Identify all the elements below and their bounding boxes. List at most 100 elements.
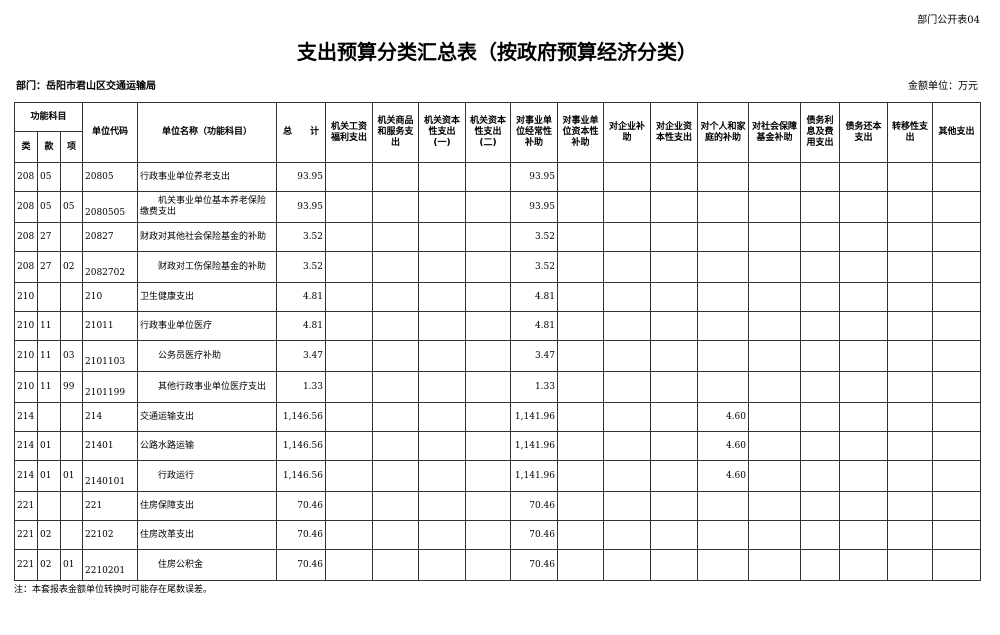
cell-value <box>697 340 749 372</box>
cell-value <box>372 282 419 312</box>
cell-value <box>932 460 981 492</box>
cell-code: 214 <box>82 402 138 432</box>
cell-xiang <box>60 222 83 252</box>
cell-value <box>800 549 840 581</box>
cell-value: 4.81 <box>510 311 558 341</box>
cell-xiang: 03 <box>60 340 83 372</box>
cell-value <box>839 549 888 581</box>
cell-value <box>557 520 604 550</box>
cell-name: 其他行政事业单位医疗支出 <box>137 371 277 403</box>
cell-value <box>932 371 981 403</box>
header-col: 对个人和家庭的补助 <box>697 102 749 163</box>
table-row: 210 210 卫生健康支出 4.81 4.81 <box>14 282 981 312</box>
cell-lei: 210 <box>14 340 38 372</box>
cell-value <box>839 491 888 521</box>
cell-value <box>325 371 373 403</box>
cell-value <box>325 251 373 283</box>
header-xiang: 项 <box>60 131 83 163</box>
header-col: 其他支出 <box>932 102 981 163</box>
cell-value <box>932 311 981 341</box>
cell-value <box>697 251 749 283</box>
header-col: 转移性支出 <box>887 102 933 163</box>
cell-value <box>603 282 651 312</box>
header-name: 单位名称（功能科目） <box>137 102 277 163</box>
cell-total: 93.95 <box>276 162 326 192</box>
cell-value: 3.47 <box>510 340 558 372</box>
table-row: 208 05 05 2080505 机关事业单位基本养老保险缴费支出 93.95 93.9… <box>14 191 981 223</box>
cell-total: 1,146.56 <box>276 431 326 461</box>
table-row: 221 02 22102 住房改革支出 70.46 70.46 <box>14 520 981 550</box>
cell-name: 公路水路运输 <box>137 431 277 461</box>
cell-value <box>932 549 981 581</box>
cell-value <box>697 162 749 192</box>
cell-value <box>325 311 373 341</box>
cell-value <box>465 340 511 372</box>
cell-value <box>887 222 933 252</box>
budget-table: 功能科目 单位代码 单位名称（功能科目） 总 计 机关工资福利支出 机关商品和服务… <box>14 102 981 581</box>
cell-xiang <box>60 311 83 341</box>
cell-value <box>557 402 604 432</box>
cell-value <box>557 549 604 581</box>
cell-value <box>418 340 466 372</box>
cell-value <box>418 371 466 403</box>
cell-value <box>748 191 801 223</box>
cell-value <box>418 311 466 341</box>
cell-value <box>372 491 419 521</box>
cell-kuan <box>37 491 61 521</box>
cell-value: 1,141.96 <box>510 431 558 461</box>
cell-value <box>887 402 933 432</box>
cell-lei: 221 <box>14 520 38 550</box>
cell-value: 1.33 <box>510 371 558 403</box>
table-row: 208 27 02 2082702 财政对工伤保险基金的补助 3.52 3.52 <box>14 251 981 283</box>
cell-value <box>932 431 981 461</box>
cell-value <box>372 549 419 581</box>
cell-xiang: 01 <box>60 460 83 492</box>
cell-value <box>839 222 888 252</box>
cell-code: 2101199 <box>82 371 138 403</box>
header-col: 机关商品和服务支出 <box>372 102 419 163</box>
cell-value <box>697 191 749 223</box>
cell-value <box>839 402 888 432</box>
cell-value <box>697 371 749 403</box>
header-col: 对企业补助 <box>603 102 651 163</box>
cell-total: 1.33 <box>276 371 326 403</box>
cell-name: 财政对其他社会保险基金的补助 <box>137 222 277 252</box>
cell-value <box>557 191 604 223</box>
cell-value <box>603 402 651 432</box>
cell-value <box>372 222 419 252</box>
table-row: 214 214 交通运输支出 1,146.56 1,141.96 4.60 <box>14 402 981 432</box>
cell-value <box>748 340 801 372</box>
cell-value <box>465 222 511 252</box>
cell-lei: 210 <box>14 371 38 403</box>
cell-value <box>603 191 651 223</box>
cell-value <box>325 191 373 223</box>
cell-xiang <box>60 282 83 312</box>
cell-lei: 208 <box>14 191 38 223</box>
cell-value <box>800 340 840 372</box>
cell-value <box>557 251 604 283</box>
cell-value <box>887 340 933 372</box>
cell-lei: 221 <box>14 491 38 521</box>
cell-value: 1,141.96 <box>510 402 558 432</box>
cell-value <box>932 491 981 521</box>
cell-kuan: 05 <box>37 191 61 223</box>
cell-xiang: 99 <box>60 371 83 403</box>
cell-value <box>465 251 511 283</box>
cell-value <box>372 431 419 461</box>
cell-value <box>839 311 888 341</box>
department-label: 部门：岳阳市君山区交通运输局 <box>16 81 156 92</box>
cell-value <box>800 282 840 312</box>
cell-kuan <box>37 282 61 312</box>
table-row: 208 27 20827 财政对其他社会保险基金的补助 3.52 3.52 <box>14 222 981 252</box>
cell-value: 93.95 <box>510 162 558 192</box>
page-title: 支出预算分类汇总表（按政府预算经济分类） <box>297 40 697 64</box>
header-col: 对企业资本性支出 <box>650 102 698 163</box>
cell-value <box>372 191 419 223</box>
cell-value <box>748 371 801 403</box>
cell-lei: 214 <box>14 402 38 432</box>
cell-value <box>325 282 373 312</box>
cell-value <box>418 431 466 461</box>
cell-value <box>650 162 698 192</box>
header-col: 债务还本支出 <box>839 102 888 163</box>
cell-value <box>748 282 801 312</box>
